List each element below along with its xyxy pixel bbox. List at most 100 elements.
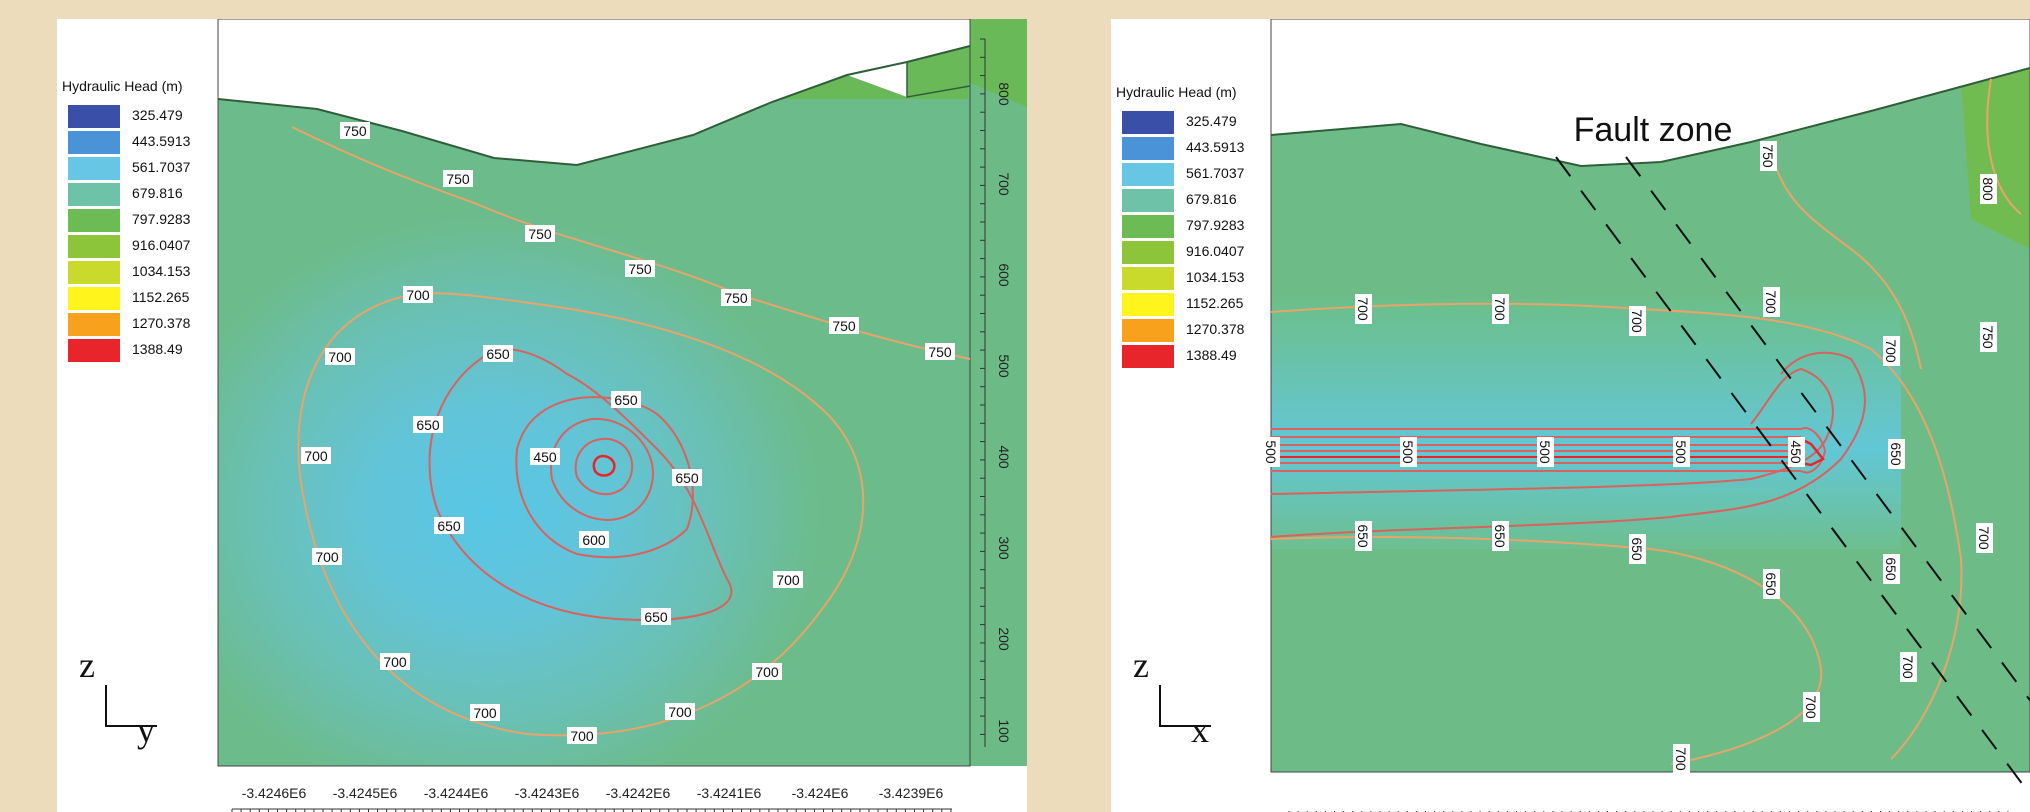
contour-label: 500: [1537, 437, 1554, 467]
legend-swatch: [1122, 319, 1174, 342]
contour-label-text: 600: [582, 532, 606, 548]
axis-glyph-z: z: [1133, 645, 1149, 685]
above-ground: [1271, 19, 2030, 166]
contour-label-bg: [1763, 287, 1780, 317]
contour-label: 650: [434, 517, 464, 534]
contour-label-bg: [325, 348, 355, 365]
contour-label-bg: [1537, 437, 1554, 467]
contour-500: [574, 437, 634, 496]
contour-label: 700: [1355, 294, 1372, 324]
legend-swatch: [68, 339, 120, 362]
contour-label-bg: [340, 122, 370, 139]
legend-label: 1270.378: [132, 315, 191, 331]
legend-label: 443.5913: [1186, 139, 1245, 155]
contour-label-bg: [1883, 336, 1900, 366]
contour-label-text: 700: [406, 287, 430, 303]
contour-label: 750: [1980, 322, 1997, 352]
legend-swatch: [68, 209, 120, 232]
contour-label-bg: [443, 170, 473, 187]
contour-label: 750: [925, 343, 955, 360]
contour-label: 650: [413, 416, 443, 433]
legend-label: 561.7037: [132, 159, 191, 175]
legend-swatch: [1122, 267, 1174, 290]
contour-600: [515, 396, 694, 559]
contour-label: 650: [1629, 534, 1646, 564]
contour-label-text: 650: [644, 609, 668, 625]
contour-label: 450: [1788, 437, 1805, 467]
contour-label: 750: [443, 170, 473, 187]
z-tick-label: 400: [996, 445, 1012, 469]
contour-label: 700: [1673, 744, 1690, 774]
contour-label-text: 650: [1763, 572, 1779, 596]
z-tick-label: 100: [996, 719, 1012, 743]
contour-label-bg: [1263, 437, 1280, 467]
contour-label-bg: [829, 317, 859, 334]
z-tick-label: 200: [996, 627, 1012, 651]
contour-450: [1800, 437, 1825, 467]
contour-label-text: 700: [1803, 695, 1819, 719]
contour-label: 500: [1263, 437, 1280, 467]
contour-label-bg: [925, 343, 955, 360]
contour-label: 700: [380, 653, 410, 670]
legend-label: 325.479: [132, 107, 183, 123]
contour-label-bg: [1980, 322, 1997, 352]
contour-label: 650: [1888, 439, 1905, 469]
legend-swatch: [1122, 137, 1174, 160]
head-field: [1271, 299, 1901, 549]
contour-label-text: 750: [928, 344, 952, 360]
contour-label-bg: [1883, 554, 1900, 584]
contour-label-text: 700: [668, 704, 692, 720]
contour-450: [592, 454, 616, 477]
contour-label-text: 500: [1537, 440, 1553, 464]
z-tick-label: 300: [996, 536, 1012, 560]
contour-label-bg: [1355, 294, 1372, 324]
contour-label-text: 650: [1629, 537, 1645, 561]
contour-label-text: 500: [1673, 440, 1689, 464]
contour-label-text: 700: [1976, 526, 1992, 550]
contour-label-text: 500: [1263, 440, 1279, 464]
contour-label: 650: [611, 391, 641, 408]
z-tick-label: 500: [996, 354, 1012, 378]
legend-label: 1270.378: [1186, 321, 1245, 337]
legend-swatch: [68, 235, 120, 258]
legend-label: 1388.49: [1186, 347, 1237, 363]
x-tick-label: -3.4239E6: [879, 785, 944, 801]
ground-surface-line: [1270, 67, 2030, 168]
contour-label-text: 750: [1980, 325, 1996, 349]
contour-label: 750: [625, 260, 655, 277]
contour-label-text: 450: [533, 449, 557, 465]
legend-label: 1034.153: [1186, 269, 1245, 285]
axis-glyph-z: z: [79, 645, 95, 685]
contour-label-bg: [1976, 523, 1993, 553]
legend-swatch: [68, 131, 120, 154]
contour-label-text: 700: [755, 664, 779, 680]
contour-650: [428, 347, 733, 621]
contour-label-bg: [611, 391, 641, 408]
contour-label-text: 750: [528, 226, 552, 242]
legend-label: 797.9283: [132, 211, 191, 227]
contour-label-text: 700: [1492, 297, 1508, 321]
contour-label-bg: [1763, 569, 1780, 599]
contour-label-bg: [301, 447, 331, 464]
fault-zone-label: Fault zone: [1574, 111, 1733, 149]
contour-label-bg: [579, 531, 609, 548]
contour-label-text: 700: [1900, 655, 1916, 679]
contour-label-bg: [773, 571, 803, 588]
x-tick-label: -3.4242E6: [606, 785, 671, 801]
contour-label-bg: [1900, 652, 1917, 682]
contour-label-bg: [483, 345, 513, 362]
ground-notch-line: [906, 62, 971, 98]
legend-swatch: [1122, 241, 1174, 264]
contour-label: 450: [530, 448, 560, 465]
contour-label-text: 750: [1760, 144, 1776, 168]
head-field: [218, 99, 968, 766]
left-chart-panel: Hydraulic Head (m) 325.479 443.5913 561.70…: [57, 19, 1027, 812]
contour-label-bg: [665, 703, 695, 720]
contour-label-bg: [312, 548, 342, 565]
legend-label: 561.7037: [1186, 165, 1245, 181]
contour-label-bg: [1980, 174, 1997, 204]
contour-label-bg: [434, 517, 464, 534]
right-chart-panel: Hydraulic Head (m) 325.479 443.5913 561.70…: [1111, 19, 2030, 812]
contour-650: [1270, 351, 1866, 538]
legend-label: 679.816: [132, 185, 183, 201]
